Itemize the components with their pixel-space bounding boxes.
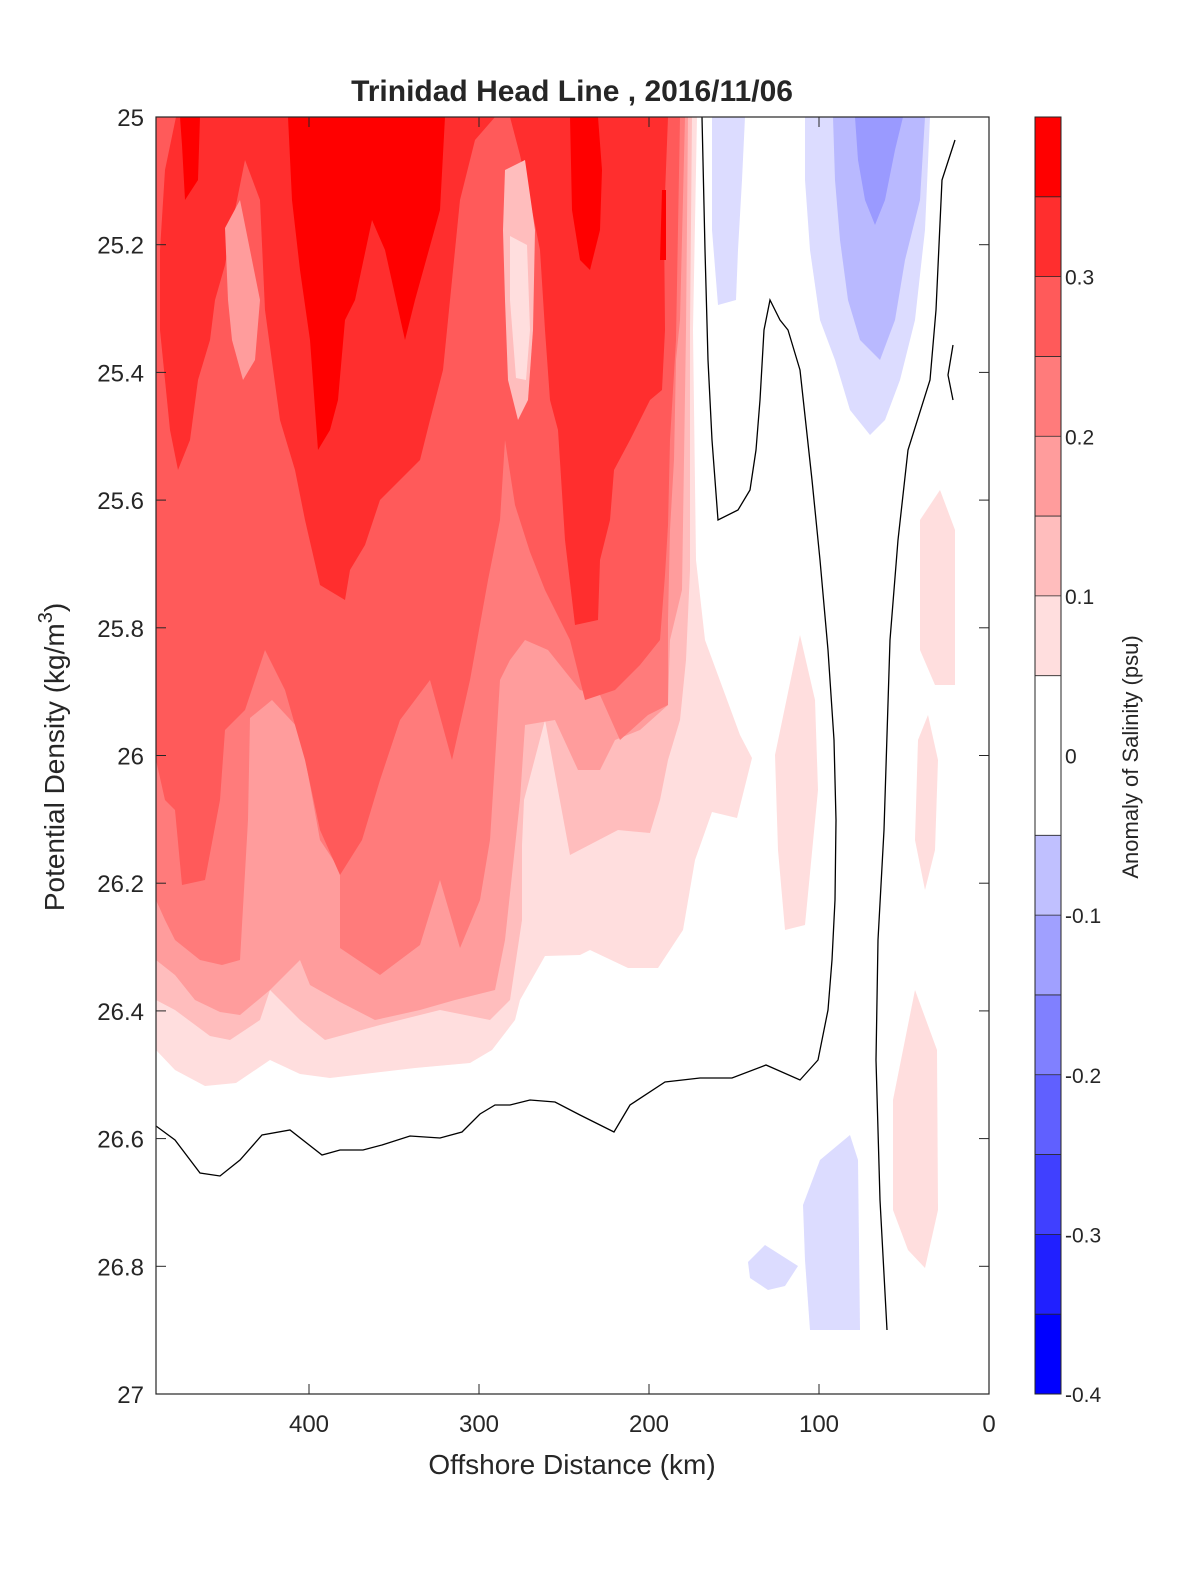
colorbar-tick-label: -0.2 [1065, 1065, 1101, 1088]
colorbar-segment [1035, 276, 1061, 357]
x-axis-ticks: 400 300 200 100 0 [289, 117, 996, 1438]
y-tick-label: 25.4 [97, 360, 144, 387]
colorbar-segment [1035, 117, 1061, 197]
y-tick-label: 25.8 [97, 616, 144, 643]
y-tick-label: 27 [117, 1382, 144, 1409]
contour-fill-negative-upper-0.10 [833, 117, 925, 360]
y-tick-label: 25 [117, 105, 144, 132]
y-axis-label: Potential Density (kg/m [39, 623, 70, 911]
colorbar-segment [1035, 1154, 1061, 1235]
x-axis-label: Offshore Distance (km) [428, 1449, 715, 1480]
zero-contour-line-small [947, 344, 954, 401]
contour-fill-0.30 [160, 117, 668, 625]
colorbar [1035, 117, 1061, 1394]
colorbar-segment [1035, 356, 1061, 437]
x-tick-label: 0 [982, 1411, 995, 1438]
contour-fill-negative-lower-patch [803, 1135, 860, 1330]
y-tick-label: 26 [117, 744, 144, 771]
y-tick-label: 26.8 [97, 1254, 144, 1281]
colorbar-segment [1035, 835, 1061, 916]
contour-fill-inshore-patch-1 [775, 635, 818, 930]
colorbar-tick-label: -0.4 [1065, 1384, 1102, 1407]
svg-text:Potential Density (kg/m3): Potential Density (kg/m3) [35, 603, 70, 911]
y-axis-label-group: Potential Density (kg/m3) [35, 603, 70, 911]
contour-fill-inshore-patch-3 [915, 715, 938, 890]
colorbar-segment [1035, 1074, 1061, 1155]
contour-fill-inshore-patch-2 [920, 490, 955, 685]
y-axis-label-close: ) [39, 603, 70, 612]
colorbar-segment [1035, 436, 1061, 517]
contour-fill-core-0.05 [510, 236, 530, 380]
contour-fill-group [156, 117, 989, 1394]
colorbar-tick-label: 0.1 [1065, 586, 1094, 609]
colorbar-segment [1035, 516, 1061, 596]
colorbar-segment [1035, 196, 1061, 277]
y-tick-label: 25.2 [97, 233, 144, 260]
colorbar-segment [1035, 1234, 1061, 1315]
colorbar-segment [1035, 1314, 1061, 1394]
x-tick-label: 400 [289, 1411, 329, 1438]
colorbar-segment [1035, 675, 1061, 836]
colorbar-tick-label: -0.3 [1065, 1224, 1101, 1247]
x-tick-label: 100 [799, 1411, 839, 1438]
x-tick-label: 300 [459, 1411, 499, 1438]
y-tick-label: 25.6 [97, 488, 144, 515]
contour-fill-negative-offshore-strip [712, 117, 745, 305]
chart-title: Trinidad Head Line , 2016/11/06 [351, 75, 793, 108]
contour-fill-negative-small-patch [748, 1245, 798, 1290]
colorbar-tick-label: -0.1 [1065, 905, 1101, 928]
colorbar-tick-label: 0 [1065, 746, 1077, 769]
y-tick-label: 26.2 [97, 871, 144, 898]
y-axis-ticks: 25 25.2 25.4 25.6 25.8 26 26.2 26.4 26.6 26.8 27 [97, 105, 989, 1409]
zero-contour-line-inshore [875, 139, 956, 1331]
contour-fill-negative-upper-0.15 [855, 117, 903, 225]
contour-fill-inshore-patch-4 [893, 990, 938, 1268]
y-axis-label-superscript: 3 [35, 612, 57, 623]
colorbar-segment [1035, 915, 1061, 995]
colorbar-ticks: 0.3 0.2 0.1 0 -0.1 -0.2 -0.3 -0.4 [1035, 116, 1102, 1407]
colorbar-tick-label: 0.2 [1065, 426, 1094, 449]
colorbar-segment [1035, 994, 1061, 1075]
x-tick-label: 200 [629, 1411, 669, 1438]
y-tick-label: 26.4 [97, 999, 144, 1026]
contour-fill-0.35 [180, 117, 666, 450]
colorbar-segment [1035, 595, 1061, 676]
y-tick-label: 26.6 [97, 1127, 144, 1154]
contour-fill-core-0.15 [225, 200, 260, 380]
zero-contour-line-main [156, 117, 837, 1177]
colorbar-tick-label: 0.3 [1065, 267, 1094, 290]
colorbar-label: Anomaly of Salinity (psu) [1118, 635, 1143, 878]
